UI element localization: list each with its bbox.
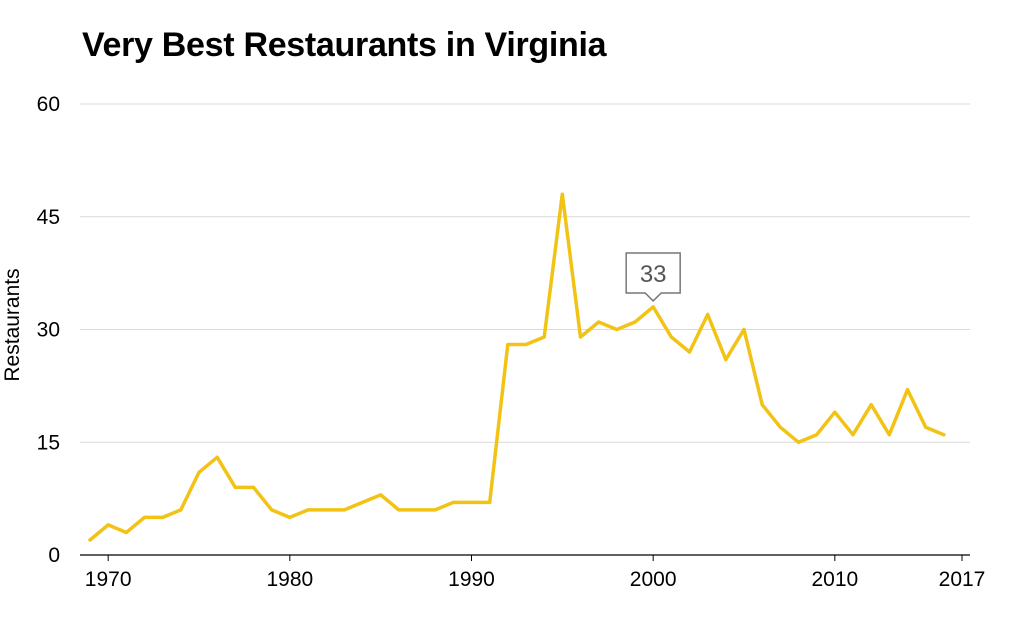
data-point-1991: [488, 500, 492, 504]
callout-box: [625, 252, 681, 303]
data-point-2006: [760, 403, 764, 407]
data-point-1990: [469, 500, 474, 504]
data-point-1974: [179, 508, 183, 512]
x-tick-label-2000: 2000: [630, 568, 677, 591]
data-point-1995: [560, 192, 564, 196]
x-tick-label-1980: 1980: [266, 568, 313, 591]
data-point-1973: [161, 515, 165, 520]
data-point-1972: [142, 515, 147, 520]
chart-title: Very Best Restaurants in Virginia: [82, 26, 607, 64]
axes: 0 15 30 45 60 1970 1980 1990 2000 2010 2017: [37, 93, 986, 591]
series-line-0: [88, 192, 946, 542]
y-tick-label-30: 30: [37, 319, 60, 342]
data-point-1999: [633, 320, 637, 324]
x-tick-label-2017: 2017: [939, 568, 986, 591]
data-point-2016: [942, 433, 946, 437]
data-point-1982: [324, 508, 328, 512]
data-point-1989: [451, 500, 455, 504]
data-point-2008: [796, 440, 801, 444]
data-point-1985: [379, 493, 383, 497]
data-point-1994: [542, 335, 546, 339]
data-point-2005: [742, 327, 746, 332]
callout-label: 33: [640, 261, 667, 288]
data-point-2012: [869, 403, 873, 407]
data-point-1971: [124, 530, 128, 535]
data-point-1984: [360, 500, 365, 504]
data-point-2015: [924, 425, 928, 429]
data-point-1978: [251, 485, 256, 489]
data-point-1998: [615, 327, 619, 332]
data-point-1987: [415, 508, 419, 512]
series-layer: [88, 192, 946, 542]
y-tick-label-0: 0: [48, 544, 60, 567]
data-point-2002: [687, 350, 692, 354]
data-point-1992: [506, 342, 510, 347]
y-tick-label-15: 15: [37, 431, 60, 454]
data-point-1988: [433, 508, 437, 512]
x-tick-label-1990: 1990: [448, 568, 495, 591]
data-point-2001: [669, 335, 673, 339]
data-point-2010: [833, 410, 837, 414]
data-point-1970: [106, 523, 110, 527]
data-point-1996: [578, 335, 583, 339]
data-point-1983: [342, 508, 346, 512]
data-point-1979: [270, 508, 274, 512]
callouts: 33: [625, 252, 681, 303]
y-axis-label: Restaurants: [1, 268, 24, 381]
data-point-2007: [778, 425, 782, 429]
y-tick-label-45: 45: [37, 206, 60, 229]
data-point-1976: [215, 455, 219, 459]
x-tick-label-1970: 1970: [85, 568, 132, 591]
data-point-2003: [706, 312, 710, 317]
data-point-1997: [597, 320, 601, 324]
data-point-1969: [88, 538, 92, 542]
data-point-2013: [887, 433, 891, 437]
data-point-2014: [905, 388, 910, 392]
data-point-1981: [306, 508, 310, 512]
data-point-1980: [288, 515, 292, 520]
data-point-1986: [397, 508, 401, 512]
grid-lines: [80, 103, 970, 443]
y-tick-label-60: 60: [37, 93, 60, 116]
data-point-2011: [851, 433, 855, 437]
x-tick-label-2010: 2010: [811, 568, 858, 591]
data-point-1993: [524, 342, 528, 347]
data-point-2004: [724, 357, 728, 362]
data-point-2000: [651, 305, 655, 309]
data-point-2009: [815, 433, 819, 437]
data-point-1975: [197, 470, 201, 474]
data-point-1977: [233, 485, 237, 489]
